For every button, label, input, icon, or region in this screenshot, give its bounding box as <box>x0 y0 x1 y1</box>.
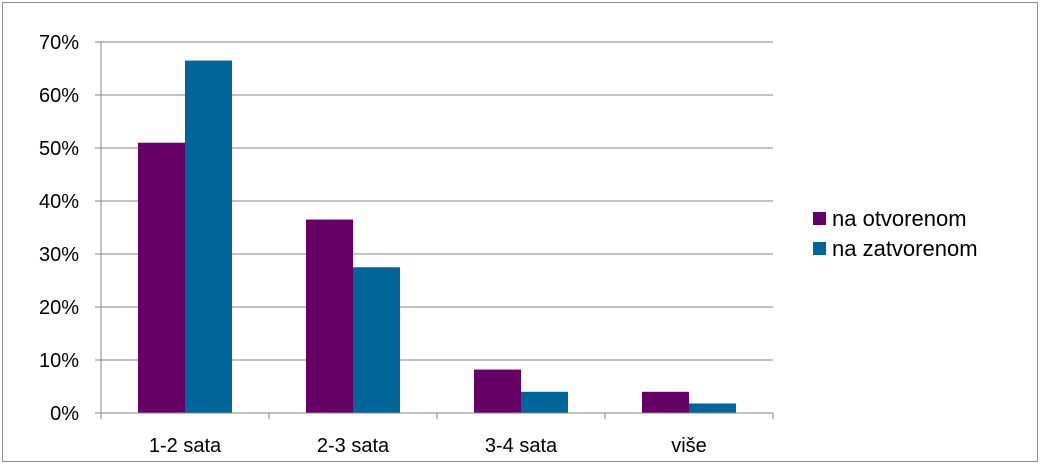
y-tick-label: 30% <box>39 244 79 266</box>
x-tick-label: 3-4 sata <box>485 435 558 457</box>
bar-1-3 <box>474 369 521 413</box>
x-tick-label: više <box>671 435 707 457</box>
x-tick-label: 2-3 sata <box>317 435 390 457</box>
bars <box>138 60 736 414</box>
legend-item-series-2: na zatvorenom <box>813 235 978 262</box>
bar-2-1 <box>185 60 232 414</box>
axes <box>95 41 774 419</box>
bar-2-2 <box>353 267 400 413</box>
y-tick-label: 20% <box>39 297 79 319</box>
legend-swatch-series-1 <box>813 212 826 225</box>
bar-2-4 <box>689 403 736 413</box>
legend-label-series-1: na otvorenom <box>832 205 967 231</box>
x-axis-ticks: 1-2 sata 2-3 sata 3-4 sata više <box>149 435 707 457</box>
y-axis-ticks: 0% 10% 20% 30% 40% 50% 60% 70% <box>39 32 79 425</box>
legend-label-series-2: na zatvorenom <box>832 235 978 261</box>
legend-item-series-1: na otvorenom <box>813 205 978 232</box>
bar-1-4 <box>642 391 689 413</box>
y-tick-label: 40% <box>39 191 79 213</box>
legend-swatch-series-2 <box>813 242 826 255</box>
y-tick-label: 10% <box>39 350 79 372</box>
y-tick-label: 0% <box>50 403 79 425</box>
bar-1-1 <box>138 142 185 413</box>
y-tick-label: 70% <box>39 32 79 54</box>
y-tick-label: 50% <box>39 138 79 160</box>
bar-2-3 <box>521 391 568 413</box>
legend: na otvorenom na zatvorenom <box>813 205 978 265</box>
x-tick-label: 1-2 sata <box>149 435 222 457</box>
bar-1-2 <box>306 219 353 413</box>
y-tick-label: 60% <box>39 85 79 107</box>
